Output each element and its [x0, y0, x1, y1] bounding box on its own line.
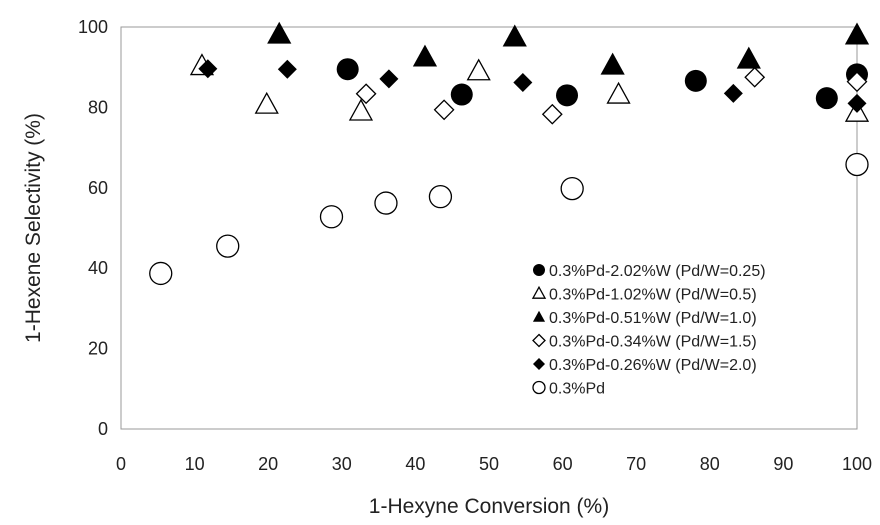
plot-area-border [120, 26, 858, 430]
legend-label: 0.3%Pd [549, 381, 605, 398]
legend-marker [531, 285, 547, 299]
series-4 [198, 59, 867, 113]
legend: 0.3%Pd-2.02%W (Pd/W=0.25) 0.3%Pd-1.02%W (… [531, 263, 766, 398]
data-point [723, 83, 743, 103]
data-point [600, 52, 625, 75]
x-tick-label: 50 [479, 454, 499, 474]
data-point [556, 84, 579, 107]
data-point [198, 59, 218, 79]
x-tick-label: 90 [773, 454, 793, 474]
data-point [736, 46, 761, 69]
data-point [149, 261, 173, 286]
data-point [412, 44, 438, 67]
data-point [541, 103, 563, 125]
data-point [433, 99, 455, 121]
series-3 [355, 66, 868, 125]
data-point [348, 98, 374, 121]
legend-label: 0.3%Pd-0.34%W (Pd/W=1.5) [549, 334, 757, 351]
data-point [450, 83, 473, 106]
data-point [744, 66, 766, 88]
data-point [847, 93, 867, 113]
data-point [513, 72, 533, 92]
y-axis-title: 1-Hexene Selectivity (%) [22, 113, 45, 343]
data-point [428, 184, 453, 209]
data-point [845, 152, 869, 177]
y-tick-label: 100 [78, 17, 108, 37]
x-tick-label: 80 [700, 454, 720, 474]
legend-marker [533, 358, 545, 370]
data-point [336, 58, 359, 81]
x-tick-label: 10 [185, 454, 205, 474]
data-point [684, 69, 707, 92]
data-point [606, 81, 631, 104]
legend-marker [532, 333, 546, 348]
y-tick-label: 80 [88, 97, 108, 117]
series-5 [149, 152, 869, 286]
x-tick-label: 40 [405, 454, 425, 474]
data-point [374, 191, 398, 215]
legend-label: 0.3%Pd-2.02%W (Pd/W=0.25) [549, 263, 766, 280]
x-tick-label: 70 [626, 454, 646, 474]
legend-marker [532, 380, 546, 395]
legend-marker [533, 264, 545, 276]
data-point [277, 59, 297, 79]
legend-label: 0.3%Pd-0.51%W (Pd/W=1.0) [549, 310, 757, 327]
y-tick-label: 20 [88, 339, 108, 359]
data-point [355, 83, 377, 105]
x-tick-label: 20 [258, 454, 278, 474]
x-tick-label: 30 [332, 454, 352, 474]
data-point [560, 176, 584, 201]
data-point [267, 21, 292, 44]
legend-marker [532, 310, 546, 322]
data-points [149, 21, 870, 286]
series-1 [189, 53, 870, 122]
data-point [815, 87, 838, 110]
axis-ticks: 0 10 20 30 40 50 60 70 80 90 100 0 20 40 60 80 100 [78, 17, 872, 474]
data-point [844, 22, 870, 45]
series-2 [267, 21, 870, 75]
y-tick-label: 0 [98, 419, 108, 439]
legend-label: 0.3%Pd-1.02%W (Pd/W=0.5) [549, 287, 757, 304]
x-axis-title: 1-Hexyne Conversion (%) [369, 495, 609, 518]
data-point [379, 69, 399, 89]
data-point [254, 91, 279, 114]
x-tick-label: 0 [116, 454, 126, 474]
x-tick-label: 60 [553, 454, 573, 474]
data-point [216, 234, 240, 258]
y-tick-label: 60 [88, 178, 108, 198]
legend-label: 0.3%Pd-0.26%W (Pd/W=2.0) [549, 357, 757, 374]
data-point [502, 24, 527, 47]
data-point [846, 71, 868, 93]
data-point [319, 205, 344, 229]
y-tick-label: 40 [88, 258, 108, 278]
data-point [466, 58, 491, 81]
x-tick-label: 100 [842, 454, 872, 474]
